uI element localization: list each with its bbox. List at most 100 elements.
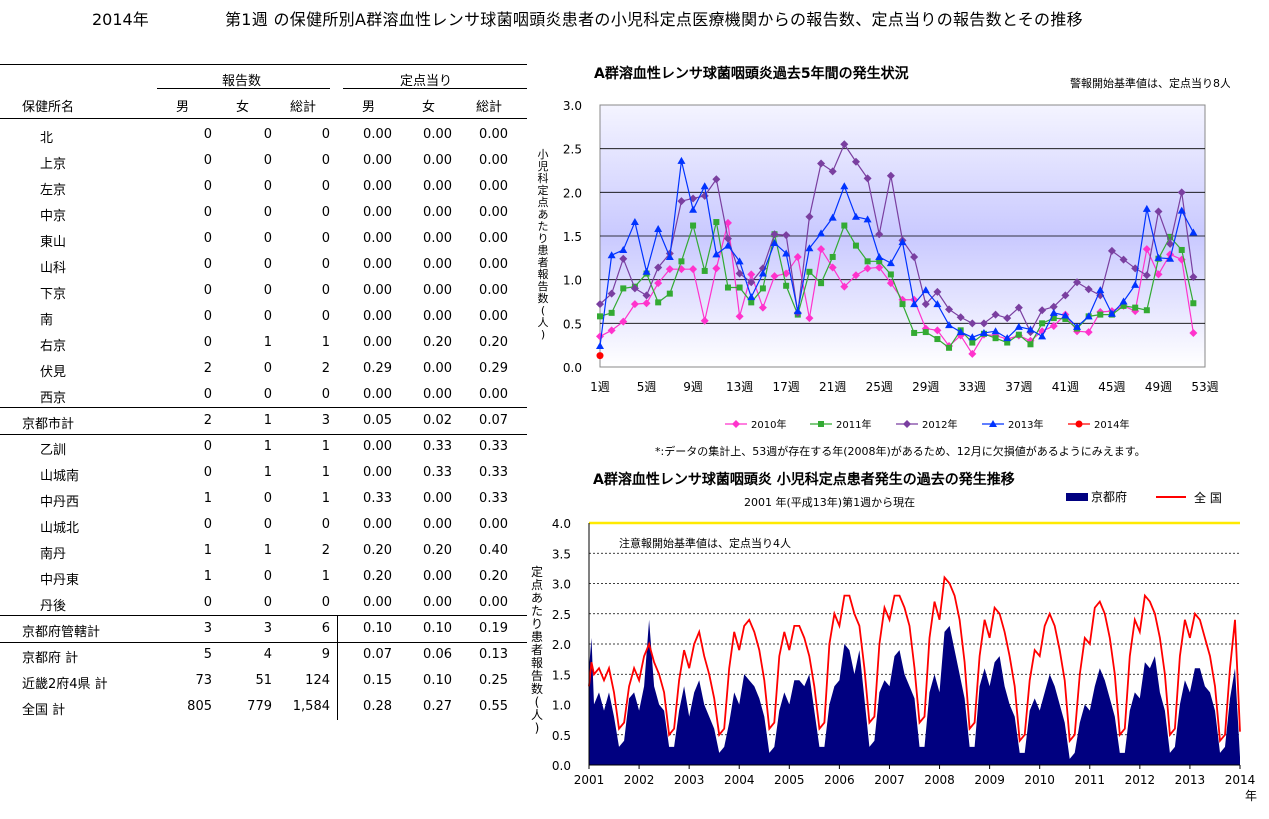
cell-t: 124 [305,673,330,688]
cell-pt: 0.40 [479,543,508,558]
cell-pt: 0.00 [479,517,508,532]
data-point [818,421,824,427]
y-axis-label: 告 [531,669,543,683]
data-point [748,299,755,306]
cell-f: 0 [263,179,272,194]
data-point [608,309,615,316]
legend-label: 京都府 [1091,489,1127,504]
data-point [689,205,698,213]
data-point [956,328,965,336]
cell-pt: 0.00 [479,387,508,402]
data-point [1096,286,1105,294]
col-header-pm: 男 [362,100,376,115]
data-point [875,230,884,239]
x-axis-label: 年 [1245,789,1257,803]
cell-t: 1 [321,491,330,506]
data-point [875,263,884,272]
y-axis-label: あ [538,208,549,221]
data-point [793,307,802,315]
data-point [1073,278,1082,287]
cell-m: 73 [195,673,212,688]
legend-label: 2012年 [922,418,957,431]
data-point [1026,325,1035,333]
data-point [1142,204,1151,212]
table-row: 西京 0 0 0 0.00 0.00 0.00 [0,382,530,408]
data-point [1189,273,1198,282]
cell-pm: 0.00 [363,179,392,194]
data-point [968,319,977,328]
cell-pf: 0.00 [423,205,452,220]
cell-pt: 0.25 [479,673,508,688]
cell-t: 9 [321,647,330,662]
data-point [642,291,651,300]
table-row: 全国 計 805 779 1,584 0.28 0.27 0.55 [0,694,530,720]
data-point [1003,334,1012,342]
cell-m: 805 [187,699,212,714]
table-row: 京都府 計 5 4 9 0.07 0.06 0.13 [0,642,530,668]
table-row: 山城北 0 0 0 0.00 0.00 0.00 [0,512,530,538]
table-row: 近畿2府4県 計 73 51 124 0.15 0.10 0.25 [0,668,530,694]
history-chart: A群溶血性レンサ球菌咽頭炎 小児科定点患者発生の過去の発生推移 2001 年(平成… [531,471,1257,803]
data-point [1107,309,1116,317]
cell-pt: 0.33 [479,491,508,506]
y-axis-label: 人 [538,316,549,329]
y-tick-label: 0.5 [552,729,571,743]
data-point [1178,246,1185,253]
cell-f: 0 [263,283,272,298]
x-tick-label: 2012 [1125,773,1156,787]
y-tick-label: 2.5 [552,608,571,622]
data-point [1166,250,1175,259]
data-point [1154,270,1163,279]
reports-group-line [157,88,330,89]
data-point [903,420,911,428]
cell-pf: 0.10 [423,673,452,688]
data-point [840,182,849,190]
x-tick-label: 2005 [774,773,805,787]
y-axis-label: り [531,617,543,631]
cell-pm: 0.00 [363,517,392,532]
data-point [619,254,628,263]
y-axis-label: 定 [531,564,543,579]
cell-f: 779 [247,699,272,714]
cell-m: 2 [203,361,212,376]
legend-label: 全 国 [1194,490,1222,505]
cell-pm: 0.00 [363,439,392,454]
table-row: 中丹西 1 0 1 0.33 0.00 0.33 [0,486,530,512]
cell-pm: 0.00 [363,153,392,168]
data-point [607,289,616,298]
cell-pt: 0.00 [479,153,508,168]
y-axis-label: 報 [538,268,549,281]
cell-pm: 0.00 [363,205,392,220]
cell-t: 1 [321,335,330,350]
x-tick-label: 5週 [637,380,657,394]
data-point [759,285,766,292]
cell-pf: 0.06 [423,647,452,662]
data-point [630,218,639,226]
data-point [828,213,837,221]
table-row: 下京 0 0 0 0.00 0.00 0.00 [0,278,530,304]
x-tick-label: 2007 [874,773,905,787]
data-point [770,272,779,281]
cell-m: 0 [203,439,212,454]
data-point [875,252,884,260]
health-center-name: 西京 [40,391,67,406]
data-point [736,284,743,291]
cell-t: 0 [321,205,330,220]
data-point [922,329,929,336]
cell-pm: 0.00 [363,335,392,350]
data-point [818,280,825,287]
data-point [758,303,767,312]
y-tick-label: 1.5 [563,230,582,244]
row-separator [0,407,527,408]
data-point [770,230,779,239]
y-axis-label: 数 [538,292,549,305]
data-point [863,174,872,183]
data-point [677,197,686,206]
data-point [864,258,871,265]
cell-f: 1 [263,543,272,558]
data-point [933,300,942,308]
cell-pm: 0.33 [363,491,392,506]
table-row: 南丹 1 1 2 0.20 0.20 0.40 [0,538,530,564]
health-center-name: 山城北 [40,521,80,536]
cell-f: 0 [263,517,272,532]
